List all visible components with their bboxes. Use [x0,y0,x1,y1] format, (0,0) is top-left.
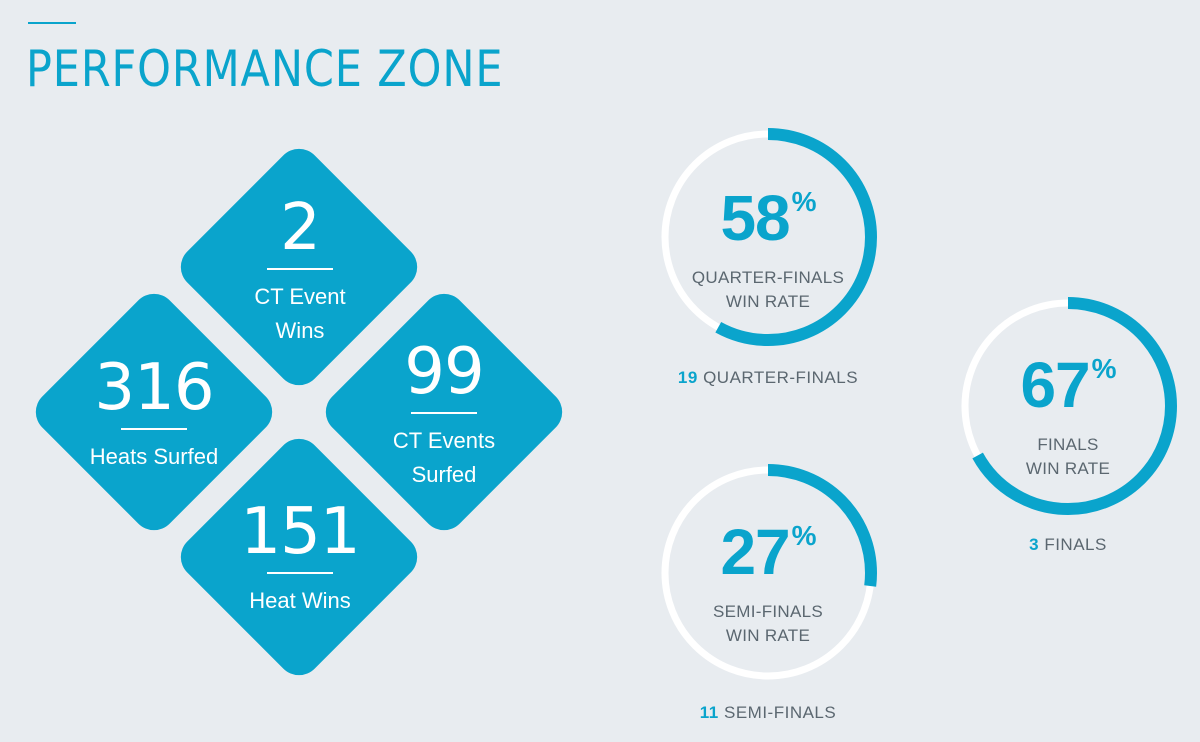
quarter-finals-ring-progress [659,128,877,346]
finals-gauge: 67% FINALS WIN RATE [957,295,1179,517]
semi-finals-percent-sign: % [791,520,817,551]
event-wins-value: 2 [280,191,321,265]
semi-finals-ring-progress [659,464,877,682]
events-surfed-stat: 99 CT Events Surfed [344,340,544,492]
finals-percent-sign: % [1091,353,1117,384]
heat-wins-value: 151 [240,495,360,569]
event-wins-label-line1: CT Event [254,283,346,309]
quarter-finals-percent-sign: % [791,186,817,217]
quarter-finals-percent: 58% [720,182,817,254]
heat-wins-divider [267,572,333,574]
events-surfed-label-line1: CT Events [392,427,496,453]
semi-finals-label-line2: WIN RATE [725,626,811,645]
quarter-finals-ring [659,128,877,346]
finals-ring [959,297,1177,515]
events-surfed-value: 99 [404,335,484,409]
heat-wins-stat: 151 Heat Wins [200,500,400,618]
heats-surfed-stat: 316 Heats Surfed [54,356,254,474]
heats-surfed-value: 316 [94,351,214,425]
semi-finals-count: 11 SEMI-FINALS [699,703,837,722]
quarter-finals-count: 19 QUARTER-FINALS [677,368,859,387]
heats-surfed-label: Heats Surfed [89,443,219,469]
quarter-finals-label-line1: QUARTER-FINALS [691,268,845,287]
semi-finals-ring [659,464,877,682]
semi-finals-label-line1: SEMI-FINALS [712,602,824,621]
semi-finals-percent: 27% [720,516,817,588]
title-accent-bar [28,22,76,24]
events-surfed-label-line2: Surfed [411,461,477,487]
page-title: PERFORMANCE ZONE [26,40,504,98]
finals-label-line2: WIN RATE [1025,459,1111,478]
quarter-finals-label-line2: WIN RATE [725,292,811,311]
heat-wins-label: Heat Wins [249,587,351,613]
finals-count: 3 FINALS [1029,535,1107,554]
finals-percent: 67% [1020,349,1117,421]
event-wins-label-line2: Wins [275,317,325,343]
event-wins-stat: 2 CT Event Wins [200,196,400,348]
finals-ring-progress [959,297,1177,515]
heats-surfed-divider [121,428,187,430]
quarter-finals-gauge: 58% QUARTER-FINALS WIN RATE [657,126,879,348]
events-surfed-divider [411,412,477,414]
finals-label-line1: FINALS [1037,435,1099,454]
event-wins-divider [267,268,333,270]
semi-finals-gauge: 27% SEMI-FINALS WIN RATE [657,462,879,684]
